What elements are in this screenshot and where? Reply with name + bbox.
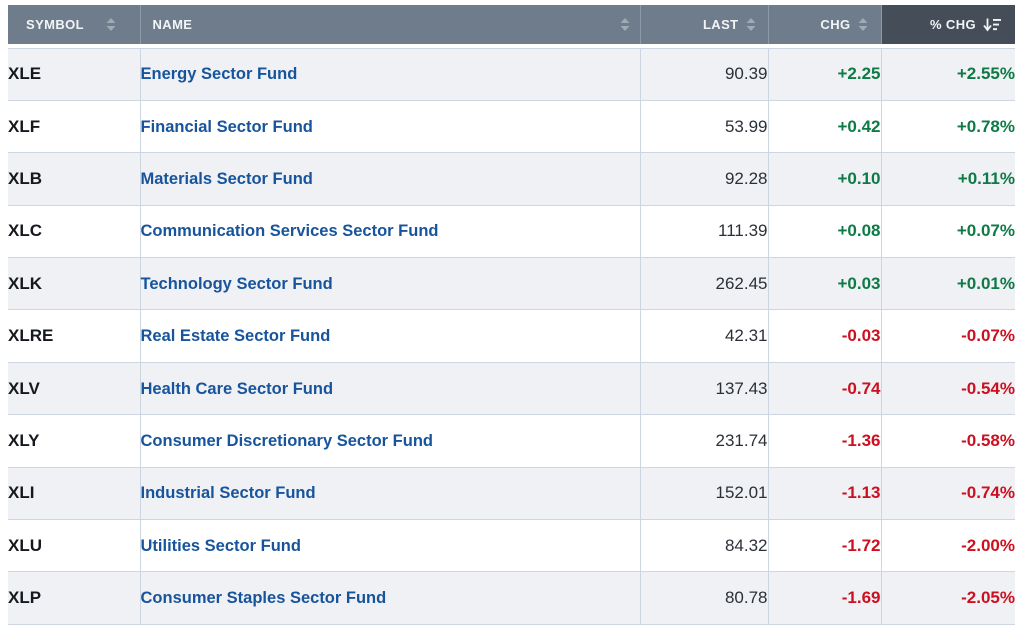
last-cell: 42.31 bbox=[640, 309, 769, 363]
fund-link[interactable]: Utilities Sector Fund bbox=[140, 536, 301, 555]
table-row: XLE Energy Sector Fund 90.39 +2.25 +2.55… bbox=[8, 47, 1015, 101]
pct-chg-cell: +0.11% bbox=[881, 152, 1015, 206]
chg-cell: -1.72 bbox=[768, 519, 882, 573]
chg-cell: +0.10 bbox=[768, 152, 882, 206]
column-header-name[interactable]: NAME bbox=[140, 5, 641, 44]
fund-link[interactable]: Consumer Discretionary Sector Fund bbox=[140, 431, 433, 450]
chg-cell: +0.03 bbox=[768, 257, 882, 311]
table-row: XLK Technology Sector Fund 262.45 +0.03 … bbox=[8, 257, 1015, 311]
pct-chg-cell: -0.58% bbox=[881, 414, 1015, 468]
pct-chg-cell: -0.54% bbox=[881, 362, 1015, 416]
fund-link[interactable]: Energy Sector Fund bbox=[140, 65, 298, 84]
etf-sector-table: SYMBOL NAME LAST bbox=[8, 5, 1015, 625]
name-cell: Health Care Sector Fund bbox=[140, 362, 641, 416]
column-header-last[interactable]: LAST bbox=[640, 5, 769, 44]
sort-toggle-icon bbox=[858, 18, 868, 31]
symbol-cell: XLI bbox=[8, 467, 141, 521]
pct-chg-cell: +0.07% bbox=[881, 205, 1015, 259]
pct-chg-cell: +0.01% bbox=[881, 257, 1015, 311]
table-row: XLRE Real Estate Sector Fund 42.31 -0.03… bbox=[8, 309, 1015, 363]
sort-toggle-icon bbox=[746, 18, 756, 31]
fund-link[interactable]: Technology Sector Fund bbox=[140, 274, 333, 293]
chg-cell: +0.42 bbox=[768, 100, 882, 154]
fund-link[interactable]: Consumer Staples Sector Fund bbox=[140, 589, 387, 608]
name-cell: Consumer Discretionary Sector Fund bbox=[140, 414, 641, 468]
sort-toggle-icon bbox=[620, 18, 630, 31]
symbol-cell: XLY bbox=[8, 414, 141, 468]
column-header-pct-chg[interactable]: % CHG bbox=[881, 5, 1015, 44]
last-cell: 111.39 bbox=[640, 205, 769, 259]
pct-chg-cell: +2.55% bbox=[881, 47, 1015, 101]
last-cell: 90.39 bbox=[640, 47, 769, 101]
chg-cell: -1.13 bbox=[768, 467, 882, 521]
sort-descending-icon bbox=[983, 18, 1001, 32]
last-cell: 92.28 bbox=[640, 152, 769, 206]
fund-link[interactable]: Health Care Sector Fund bbox=[140, 379, 334, 398]
column-header-chg[interactable]: CHG bbox=[768, 5, 882, 44]
pct-chg-cell: -0.74% bbox=[881, 467, 1015, 521]
table-row: XLY Consumer Discretionary Sector Fund 2… bbox=[8, 414, 1015, 468]
header-gap bbox=[8, 44, 1015, 48]
pct-chg-cell: -2.05% bbox=[881, 571, 1015, 625]
chg-cell: -0.03 bbox=[768, 309, 882, 363]
fund-link[interactable]: Real Estate Sector Fund bbox=[140, 327, 331, 346]
name-cell: Financial Sector Fund bbox=[140, 100, 641, 154]
chg-cell: -1.69 bbox=[768, 571, 882, 625]
symbol-cell: XLF bbox=[8, 100, 141, 154]
pct-chg-cell: -2.00% bbox=[881, 519, 1015, 573]
table-row: XLP Consumer Staples Sector Fund 80.78 -… bbox=[8, 571, 1015, 625]
column-label: % CHG bbox=[929, 17, 976, 32]
last-cell: 84.32 bbox=[640, 519, 769, 573]
table-row: XLV Health Care Sector Fund 137.43 -0.74… bbox=[8, 362, 1015, 416]
table-row: XLC Communication Services Sector Fund 1… bbox=[8, 205, 1015, 259]
last-cell: 152.01 bbox=[640, 467, 769, 521]
column-label: SYMBOL bbox=[26, 17, 85, 32]
symbol-cell: XLC bbox=[8, 205, 141, 259]
column-label: CHG bbox=[820, 17, 851, 32]
column-header-symbol[interactable]: SYMBOL bbox=[8, 5, 141, 44]
symbol-cell: XLRE bbox=[8, 309, 141, 363]
fund-link[interactable]: Financial Sector Fund bbox=[140, 117, 313, 136]
pct-chg-cell: +0.78% bbox=[881, 100, 1015, 154]
fund-link[interactable]: Industrial Sector Fund bbox=[140, 484, 316, 503]
last-cell: 53.99 bbox=[640, 100, 769, 154]
chg-cell: +0.08 bbox=[768, 205, 882, 259]
table-row: XLB Materials Sector Fund 92.28 +0.10 +0… bbox=[8, 152, 1015, 206]
sort-toggle-icon bbox=[106, 18, 116, 31]
symbol-cell: XLU bbox=[8, 519, 141, 573]
column-label: LAST bbox=[702, 17, 739, 32]
symbol-cell: XLK bbox=[8, 257, 141, 311]
symbol-cell: XLV bbox=[8, 362, 141, 416]
fund-link[interactable]: Materials Sector Fund bbox=[140, 169, 313, 188]
symbol-cell: XLP bbox=[8, 571, 141, 625]
fund-link[interactable]: Communication Services Sector Fund bbox=[140, 222, 439, 241]
last-cell: 137.43 bbox=[640, 362, 769, 416]
pct-chg-cell: -0.07% bbox=[881, 309, 1015, 363]
name-cell: Communication Services Sector Fund bbox=[140, 205, 641, 259]
name-cell: Industrial Sector Fund bbox=[140, 467, 641, 521]
last-cell: 80.78 bbox=[640, 571, 769, 625]
chg-cell: -1.36 bbox=[768, 414, 882, 468]
column-label: NAME bbox=[152, 17, 193, 32]
name-cell: Real Estate Sector Fund bbox=[140, 309, 641, 363]
last-cell: 231.74 bbox=[640, 414, 769, 468]
name-cell: Energy Sector Fund bbox=[140, 47, 641, 101]
table-row: XLF Financial Sector Fund 53.99 +0.42 +0… bbox=[8, 100, 1015, 154]
chg-cell: +2.25 bbox=[768, 47, 882, 101]
symbol-cell: XLE bbox=[8, 47, 141, 101]
table-header-row: SYMBOL NAME LAST bbox=[8, 5, 1015, 44]
name-cell: Utilities Sector Fund bbox=[140, 519, 641, 573]
name-cell: Technology Sector Fund bbox=[140, 257, 641, 311]
symbol-cell: XLB bbox=[8, 152, 141, 206]
chg-cell: -0.74 bbox=[768, 362, 882, 416]
table-row: XLI Industrial Sector Fund 152.01 -1.13 … bbox=[8, 467, 1015, 521]
table-row: XLU Utilities Sector Fund 84.32 -1.72 -2… bbox=[8, 519, 1015, 573]
last-cell: 262.45 bbox=[640, 257, 769, 311]
name-cell: Materials Sector Fund bbox=[140, 152, 641, 206]
name-cell: Consumer Staples Sector Fund bbox=[140, 571, 641, 625]
